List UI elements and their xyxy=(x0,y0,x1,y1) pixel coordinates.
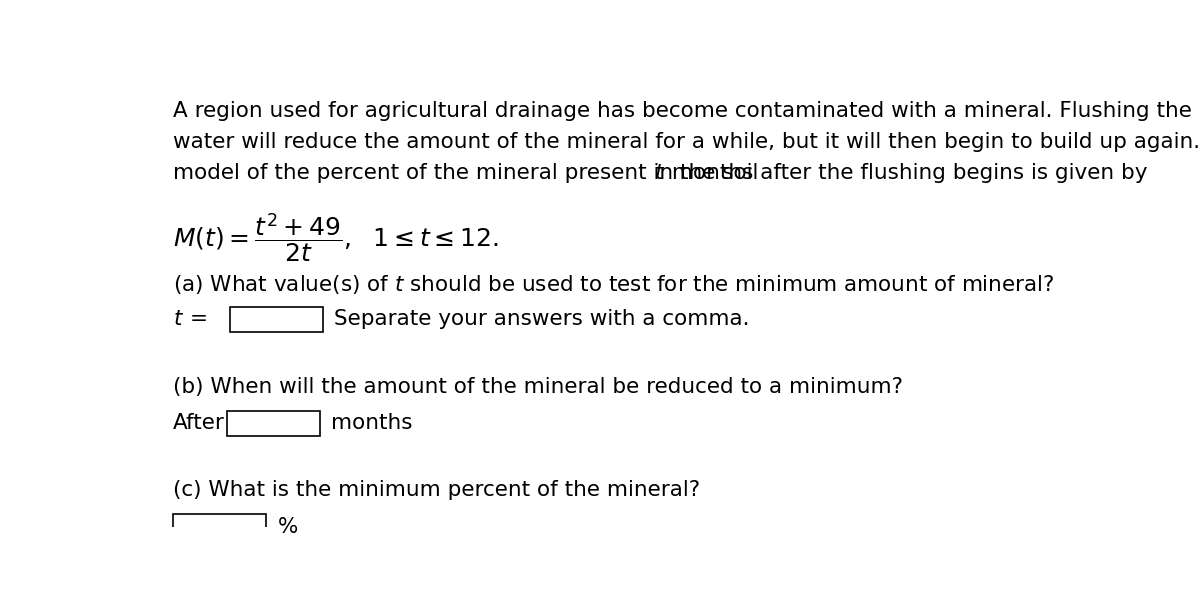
Text: Separate your answers with a comma.: Separate your answers with a comma. xyxy=(334,309,750,329)
FancyBboxPatch shape xyxy=(173,514,266,539)
Text: model of the percent of the mineral present in the soil: model of the percent of the mineral pres… xyxy=(173,163,766,183)
Text: months: months xyxy=(331,413,413,433)
Text: (c) What is the minimum percent of the mineral?: (c) What is the minimum percent of the m… xyxy=(173,480,701,500)
Text: (b) When will the amount of the mineral be reduced to a minimum?: (b) When will the amount of the mineral … xyxy=(173,377,904,397)
FancyBboxPatch shape xyxy=(230,307,323,332)
Text: After: After xyxy=(173,413,226,433)
Text: water will reduce the amount of the mineral for a while, but it will then begin : water will reduce the amount of the mine… xyxy=(173,131,1200,152)
Text: months after the flushing begins is given by: months after the flushing begins is give… xyxy=(665,163,1147,183)
Text: (a) What value(s) of $t$ should be used to test for the minimum amount of minera: (a) What value(s) of $t$ should be used … xyxy=(173,273,1055,295)
Text: $M(t) = \dfrac{t^2 + 49}{2t},\ \ 1 \leq t \leq 12.$: $M(t) = \dfrac{t^2 + 49}{2t},\ \ 1 \leq … xyxy=(173,213,499,265)
Text: %: % xyxy=(277,517,298,537)
Text: $t$: $t$ xyxy=(654,163,665,183)
Text: $t\, =$: $t\, =$ xyxy=(173,309,208,329)
Text: A region used for agricultural drainage has become contaminated with a mineral. : A region used for agricultural drainage … xyxy=(173,101,1200,121)
FancyBboxPatch shape xyxy=(227,410,320,436)
